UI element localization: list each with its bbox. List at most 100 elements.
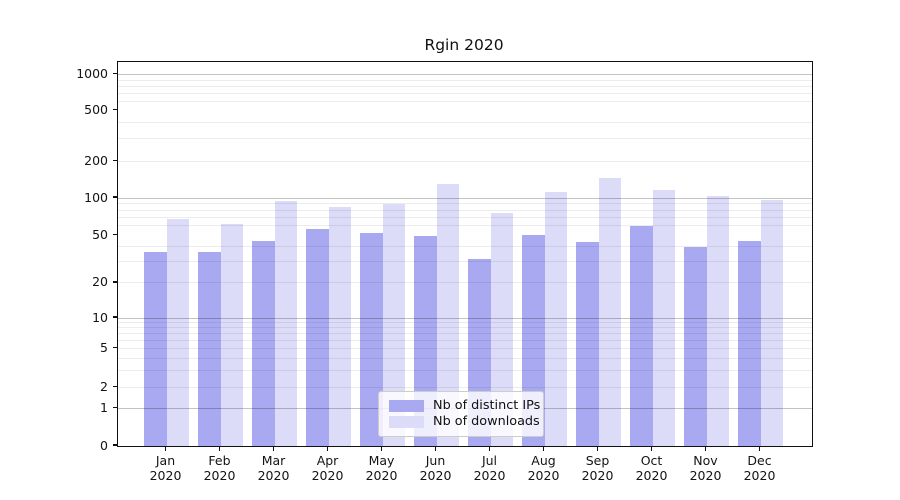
x-tick-mark-apr: [326, 446, 329, 451]
gridline-200: [118, 160, 812, 162]
gridline-6: [118, 340, 812, 342]
x-tick-mark-mar: [272, 446, 275, 451]
bar-feb-downloads: [220, 223, 243, 446]
y-tick-label-0: 0: [100, 437, 108, 453]
y-tick-mark-1: [112, 406, 117, 409]
x-tick-mark-dec: [758, 446, 761, 451]
x-tick-label-apr: Apr 2020: [311, 453, 344, 483]
gridline-100: [118, 197, 812, 199]
chart-title: Rgin 2020: [424, 36, 504, 54]
gridline-9: [118, 322, 812, 324]
gridline-3: [118, 369, 812, 371]
y-tick-label-1: 1: [100, 400, 108, 416]
x-tick-label-dec: Dec 2020: [743, 453, 776, 483]
y-tick-mark-5: [112, 346, 117, 349]
y-tick-mark-100: [112, 196, 117, 198]
x-tick-label-mar: Mar 2020: [257, 453, 290, 483]
y-tick-label-500: 500: [84, 102, 108, 118]
y-tick-mark-500: [112, 108, 117, 111]
gridline-8: [118, 327, 812, 329]
y-tick-mark-10: [112, 316, 117, 318]
bar-dec-ips: [738, 240, 761, 446]
y-tick-label-2: 2: [100, 378, 108, 394]
bar-jul-downloads: [490, 212, 513, 446]
gridline-400: [118, 122, 812, 124]
x-tick-mark-aug: [542, 446, 545, 451]
x-tick-mark-nov: [704, 446, 707, 451]
x-tick-label-may: May 2020: [365, 453, 398, 483]
x-tick-label-feb: Feb 2020: [203, 453, 236, 483]
gridline-20: [118, 282, 812, 284]
gridline-900: [118, 79, 812, 81]
legend-row-downloads: Nb of downloads: [389, 414, 540, 430]
bar-may-downloads: [382, 203, 405, 446]
x-tick-label-jul: Jul 2020: [473, 453, 506, 483]
gridline-80: [118, 209, 812, 211]
y-tick-label-1000: 1000: [76, 66, 108, 82]
x-tick-label-jan: Jan 2020: [149, 453, 182, 483]
x-tick-mark-sep: [596, 446, 599, 451]
bar-jun-downloads: [436, 184, 459, 446]
x-tick-label-sep: Sep 2020: [581, 453, 614, 483]
bar-dec-downloads: [760, 199, 783, 446]
y-tick-mark-1000: [112, 72, 117, 75]
gridline-7: [118, 333, 812, 335]
y-tick-mark-20: [112, 281, 117, 283]
legend-label-downloads: Nb of downloads: [433, 414, 540, 429]
x-tick-mark-feb: [218, 446, 221, 451]
bar-nov-ips: [684, 246, 707, 446]
legend: Nb of distinct IPs Nb of downloads: [378, 391, 544, 437]
gridline-5: [118, 348, 812, 350]
gridline-30: [118, 261, 812, 263]
y-tick-label-5: 5: [100, 340, 108, 356]
gridline-10: [118, 317, 812, 319]
gridline-70: [118, 216, 812, 218]
legend-label-distinct-ips: Nb of distinct IPs: [433, 398, 541, 413]
y-tick-label-10: 10: [92, 309, 108, 325]
x-tick-label-jun: Jun 2020: [419, 453, 452, 483]
plot-area: [117, 61, 813, 447]
legend-swatch-distinct-ips: [389, 400, 424, 412]
x-tick-label-oct: Oct 2020: [635, 453, 668, 483]
gridline-40: [118, 246, 812, 248]
legend-swatch-downloads: [389, 416, 424, 428]
gridline-2: [118, 386, 812, 388]
legend-row-distinct-ips: Nb of distinct IPs: [389, 398, 540, 414]
bar-sep-downloads: [598, 177, 621, 446]
gridline-700: [118, 92, 812, 94]
bar-aug-downloads: [544, 192, 567, 446]
y-tick-label-20: 20: [92, 274, 108, 290]
x-tick-label-aug: Aug 2020: [527, 453, 560, 483]
x-tick-label-nov: Nov 2020: [689, 453, 722, 483]
gridline-300: [118, 138, 812, 140]
x-tick-mark-jun: [434, 446, 437, 451]
bar-oct-ips: [630, 226, 653, 446]
bar-apr-downloads: [328, 206, 351, 446]
y-tick-mark-0: [112, 444, 117, 446]
gridline-90: [118, 203, 812, 205]
bar-jan-downloads: [166, 218, 189, 446]
bar-feb-ips: [198, 252, 221, 446]
bar-may-ips: [360, 233, 383, 446]
bar-sep-ips: [576, 241, 599, 446]
gridline-1000: [118, 74, 812, 76]
y-tick-mark-2: [112, 385, 117, 387]
gridline-600: [118, 100, 812, 102]
gridline-800: [118, 85, 812, 87]
x-tick-mark-oct: [650, 446, 653, 451]
x-tick-mark-jul: [488, 446, 491, 451]
bar-apr-ips: [306, 229, 329, 446]
x-tick-mark-may: [380, 446, 383, 451]
y-tick-mark-50: [112, 233, 117, 235]
y-tick-mark-200: [112, 159, 117, 161]
bar-mar-downloads: [274, 201, 297, 446]
gridline-4: [118, 357, 812, 359]
bar-mar-ips: [252, 240, 275, 446]
gridline-60: [118, 224, 812, 226]
bar-nov-downloads: [706, 195, 729, 446]
bar-jan-ips: [144, 252, 167, 446]
y-tick-label-100: 100: [84, 189, 108, 205]
y-tick-label-200: 200: [84, 152, 108, 168]
x-tick-mark-jan: [164, 446, 167, 451]
